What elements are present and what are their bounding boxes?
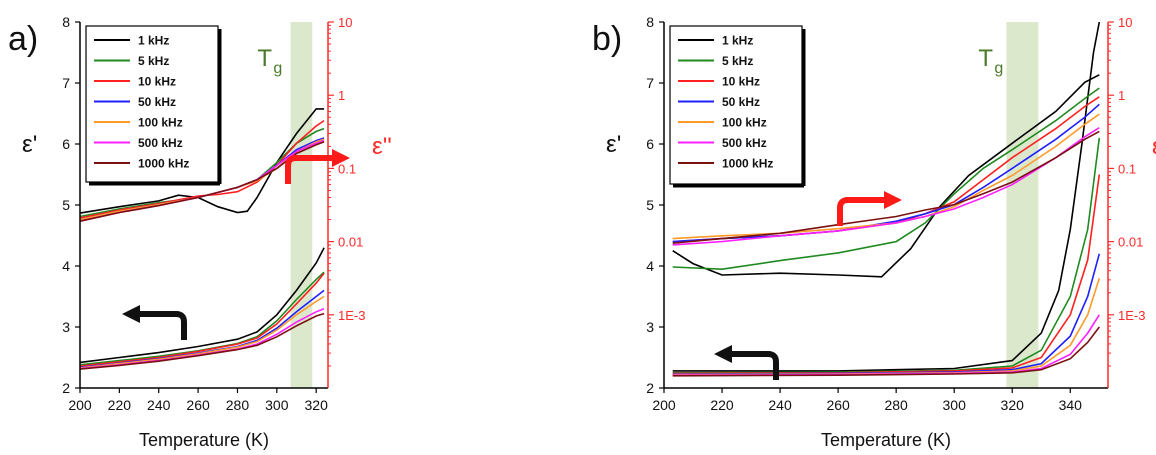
x-tick-label: 260 [186,397,210,413]
series-eps-loss-1000-khz [79,141,325,222]
red-arrow-head [884,191,902,209]
series-eps-prime-10-khz [79,272,325,367]
y-tick-label: 4 [62,258,70,274]
y2-tick-label: 1E-3 [1118,308,1145,323]
x-tick-label: 320 [305,397,329,413]
y-tick-label: 8 [62,14,70,30]
legend-box [85,25,219,183]
y2-tick-label: 1 [1118,88,1125,103]
legend-label: 5 kHz [722,54,753,68]
y-axis-title-left: ε' [606,131,621,158]
x-tick-label: 280 [884,397,908,413]
series-eps-prime-1000-khz [672,326,1100,377]
x-tick-label: 200 [652,397,676,413]
y2-tick-label: 1 [338,88,345,103]
y-tick-label: 3 [62,319,70,335]
series-eps-prime-1-khz [79,247,325,364]
y-tick-label: 8 [646,14,654,30]
tg-subscript: g [273,60,282,77]
legend-label: 50 kHz [138,95,176,109]
red-arrow-head [332,149,350,167]
panel-a-letter: a) [8,20,39,58]
y2-tick-label: 10 [338,15,352,30]
x-tick-label: 200 [68,397,92,413]
tg-label: T [978,45,993,72]
series-eps-prime-5-khz [79,271,325,366]
y2-tick-label: 0.01 [338,235,363,250]
legend-label: 50 kHz [722,95,760,109]
x-tick-label: 240 [768,397,792,413]
y2-tick-label: 10 [1118,15,1132,30]
x-tick-label: 240 [147,397,171,413]
series-eps-loss-1-khz [79,108,325,214]
x-tick-label: 220 [108,397,132,413]
black-arrow-icon [730,351,779,380]
x-tick-label: 220 [710,397,734,413]
legend-label: 1000 kHz [722,157,773,171]
x-axis-title: Temperature (K) [139,430,269,450]
black-arrow-icon [138,311,187,340]
x-tick-label: 280 [226,397,250,413]
legend-label: 100 kHz [138,116,183,130]
y2-tick-label: 0.1 [338,161,356,176]
series-eps-loss-10-khz [79,119,325,219]
series-eps-prime-100-khz [79,295,325,369]
legend-label: 1000 kHz [138,157,189,171]
legend-label: 1 kHz [722,34,753,48]
red-arrow-icon [285,155,334,184]
y-axis-title-left: ε' [22,131,37,158]
series-eps-prime-1000-khz [79,312,325,370]
x-axis-title: Temperature (K) [821,430,951,450]
red-arrow-icon [837,197,886,226]
legend-label: 10 kHz [722,75,760,89]
x-tick-label: 340 [1059,397,1083,413]
y2-tick-label: 0.01 [1118,235,1143,250]
x-tick-label: 300 [943,397,967,413]
legend-label: 10 kHz [138,75,176,89]
legend-label: 5 kHz [138,54,169,68]
legend-label: 500 kHz [138,136,183,150]
panel-b: 200 220 240 260 280 300 320 340 2 3 4 5 6 7 8 1E-3 0.01 0… [606,14,1156,450]
y-tick-label: 7 [646,75,654,91]
tg-band [290,22,313,388]
y2-tick-label: 1E-3 [338,308,365,323]
y-tick-label: 5 [646,197,654,213]
y-tick-label: 5 [62,197,70,213]
series-eps-prime-1-khz [672,21,1101,372]
black-arrow-head [122,305,140,323]
y2-tick-label: 0.1 [1118,161,1136,176]
tg-label: T [257,45,272,72]
y-tick-label: 2 [62,380,70,396]
tg-band [1006,22,1039,388]
black-arrow-head [714,345,732,363]
legend-box [669,25,803,185]
legend: 1 kHz 5 kHz 10 kHz 50 kHz 100 kHz 500 kHz 1000… [669,25,806,188]
series-eps-loss-1000-khz [672,130,1100,244]
panel-a: 200 220 240 260 280 300 320 2 3 4 5 6 7 8 1E-3 0.01 0.1 1… [22,14,392,450]
y-tick-label: 6 [646,136,654,152]
series-eps-loss-1-khz [672,74,1100,278]
x-tick-label: 260 [826,397,850,413]
legend-label: 500 kHz [722,136,767,150]
y-axis-title-right: ε'' [372,133,392,160]
legend: 1 kHz 5 kHz 10 kHz 50 kHz 100 kHz 500 kHz 1000… [85,25,222,186]
y-tick-label: 7 [62,75,70,91]
y-tick-label: 6 [62,136,70,152]
y-tick-label: 3 [646,319,654,335]
tg-subscript: g [994,60,1003,77]
series-eps-prime-500-khz [79,307,325,370]
legend-label: 100 kHz [722,116,767,130]
y-tick-label: 2 [646,380,654,396]
panel-b-letter: b) [592,20,623,58]
y-tick-label: 4 [646,258,654,274]
x-tick-label: 320 [1001,397,1025,413]
y-axis-title-right: ε'' [1152,133,1156,160]
x-tick-label: 300 [265,397,289,413]
legend-label: 1 kHz [138,34,169,48]
